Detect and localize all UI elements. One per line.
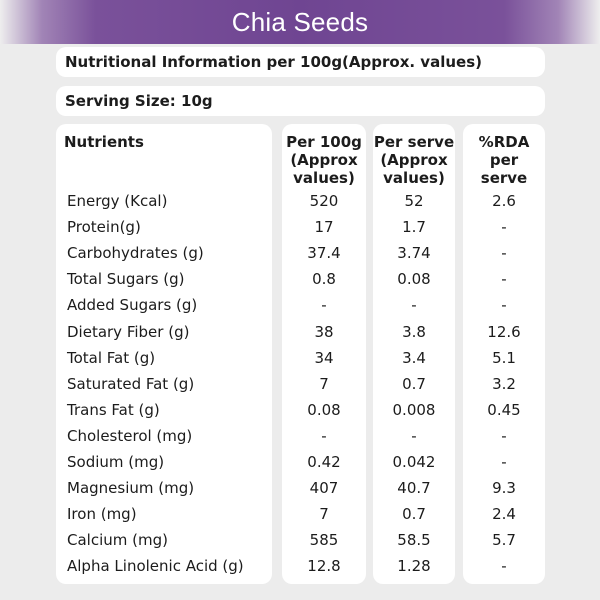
value-per-100g: 0.8 bbox=[312, 270, 336, 289]
table-row: Alpha Linolenic Acid (g) 12.8 1.28 - bbox=[0, 553, 600, 579]
table-row: Saturated Fat (g) 7 0.7 3.2 bbox=[0, 371, 600, 397]
value-rda: - bbox=[501, 244, 507, 263]
nutrient-name: Iron (mg) bbox=[67, 505, 137, 524]
value-per-100g: 34 bbox=[314, 348, 334, 367]
nutrient-name: Protein(g) bbox=[67, 218, 141, 237]
value-rda: - bbox=[501, 296, 507, 315]
serving-size-box: Serving Size: 10g bbox=[56, 86, 545, 116]
nutrient-name: Saturated Fat (g) bbox=[67, 374, 195, 393]
header-nutrients: Nutrients bbox=[64, 133, 144, 151]
value-per-100g: 407 bbox=[309, 479, 339, 498]
value-per-100g: 0.08 bbox=[307, 400, 341, 419]
value-per-serve: - bbox=[411, 426, 417, 445]
rda-column-panel bbox=[463, 124, 545, 584]
value-per-serve: 1.28 bbox=[397, 557, 431, 576]
value-per-100g: 17 bbox=[314, 218, 334, 237]
value-rda: 3.2 bbox=[492, 374, 516, 393]
value-rda: - bbox=[501, 270, 507, 289]
table-row: Sodium (mg) 0.42 0.042 - bbox=[0, 449, 600, 475]
table-row: Magnesium (mg) 407 40.7 9.3 bbox=[0, 475, 600, 501]
value-per-100g: - bbox=[321, 296, 327, 315]
value-per-serve: 1.7 bbox=[402, 218, 426, 237]
value-rda: - bbox=[501, 426, 507, 445]
value-per-100g: - bbox=[321, 426, 327, 445]
table-row: Calcium (mg) 585 58.5 5.7 bbox=[0, 527, 600, 553]
nutrient-name: Magnesium (mg) bbox=[67, 479, 195, 498]
nutrient-name: Energy (Kcal) bbox=[67, 192, 168, 210]
value-rda: 12.6 bbox=[487, 322, 521, 341]
header-per-serve: Per serve (Approx values) bbox=[373, 133, 455, 187]
nutrition-info-text: Nutritional Information per 100g(Approx.… bbox=[65, 53, 482, 71]
value-per-100g: 7 bbox=[319, 505, 329, 524]
table-row: Energy (Kcal) 520 52 2.6 bbox=[0, 188, 600, 214]
nutrient-name: Total Fat (g) bbox=[67, 348, 156, 367]
value-per-100g: 520 bbox=[309, 192, 339, 210]
value-per-100g: 7 bbox=[319, 374, 329, 393]
value-rda: 5.1 bbox=[492, 348, 516, 367]
nutrient-name: Added Sugars (g) bbox=[67, 296, 198, 315]
table-row: Carbohydrates (g) 37.4 3.74 - bbox=[0, 240, 600, 266]
table-row: Protein(g) 17 1.7 - bbox=[0, 214, 600, 240]
value-per-serve: 0.08 bbox=[397, 270, 431, 289]
nutrient-name: Calcium (mg) bbox=[67, 531, 168, 550]
nutrient-name: Trans Fat (g) bbox=[67, 400, 160, 419]
value-rda: 2.6 bbox=[492, 192, 516, 210]
value-rda: 2.4 bbox=[492, 505, 516, 524]
value-per-100g: 12.8 bbox=[307, 557, 341, 576]
value-per-serve: 58.5 bbox=[397, 531, 431, 550]
value-per-serve: - bbox=[411, 296, 417, 315]
table-row: Iron (mg) 7 0.7 2.4 bbox=[0, 501, 600, 527]
page-title: Chia Seeds bbox=[231, 6, 369, 37]
value-per-serve: 0.042 bbox=[392, 453, 436, 471]
value-per-100g: 38 bbox=[314, 322, 334, 341]
nutrient-name: Alpha Linolenic Acid (g) bbox=[67, 557, 244, 576]
table-row: Cholesterol (mg) - - - bbox=[0, 423, 600, 449]
value-per-serve: 0.7 bbox=[402, 374, 426, 393]
nutrient-name: Cholesterol (mg) bbox=[67, 426, 193, 445]
table-row: Total Fat (g) 34 3.4 5.1 bbox=[0, 345, 600, 371]
per-serve-column-panel bbox=[373, 124, 455, 584]
value-rda: 5.7 bbox=[492, 531, 516, 550]
value-rda: - bbox=[501, 453, 507, 471]
per-100g-column-panel bbox=[282, 124, 366, 584]
table-row: Dietary Fiber (g) 38 3.8 12.6 bbox=[0, 319, 600, 345]
value-rda: - bbox=[501, 218, 507, 237]
header-rda: %RDA per serve bbox=[478, 133, 530, 187]
nutrient-name: Sodium (mg) bbox=[67, 453, 165, 471]
value-per-100g: 585 bbox=[309, 531, 339, 550]
value-per-100g: 0.42 bbox=[307, 453, 341, 471]
title-banner: Chia Seeds bbox=[0, 0, 600, 44]
value-per-serve: 0.7 bbox=[402, 505, 426, 524]
value-per-serve: 3.74 bbox=[397, 244, 431, 263]
nutrient-name: Dietary Fiber (g) bbox=[67, 322, 190, 341]
value-per-100g: 37.4 bbox=[307, 244, 341, 263]
value-per-serve: 0.008 bbox=[392, 400, 436, 419]
table-row: Total Sugars (g) 0.8 0.08 - bbox=[0, 266, 600, 292]
nutrient-name: Carbohydrates (g) bbox=[67, 244, 204, 263]
serving-size-text: Serving Size: 10g bbox=[65, 92, 213, 110]
table-row: Added Sugars (g) - - - bbox=[0, 292, 600, 318]
nutrients-column-panel bbox=[56, 124, 272, 584]
header-per-100g: Per 100g (Approx values) bbox=[286, 133, 362, 187]
value-per-serve: 52 bbox=[404, 192, 424, 210]
value-per-serve: 3.8 bbox=[402, 322, 426, 341]
value-rda: 0.45 bbox=[487, 400, 521, 419]
table-row: Trans Fat (g) 0.08 0.008 0.45 bbox=[0, 397, 600, 423]
nutrition-info-box: Nutritional Information per 100g(Approx.… bbox=[56, 47, 545, 77]
value-rda: 9.3 bbox=[492, 479, 516, 498]
value-per-serve: 3.4 bbox=[402, 348, 426, 367]
value-per-serve: 40.7 bbox=[397, 479, 431, 498]
nutrient-name: Total Sugars (g) bbox=[67, 270, 185, 289]
value-rda: - bbox=[501, 557, 507, 576]
